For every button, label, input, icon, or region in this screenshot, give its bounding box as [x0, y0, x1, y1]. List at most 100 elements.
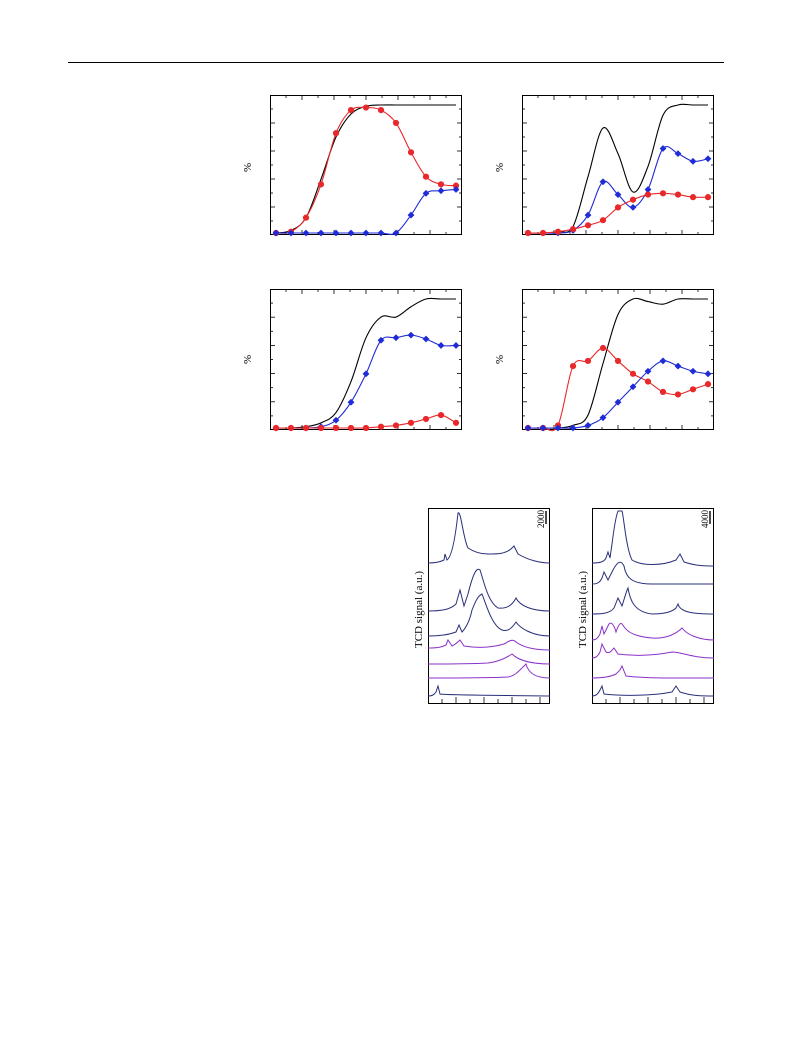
chart-4-blue-point-12: [704, 370, 712, 378]
chart-3-blue-point-7: [377, 336, 385, 344]
tcd-1-trace-6: [427, 663, 551, 679]
tcd-1-scale-label: 2000: [536, 510, 546, 528]
chart-4-red-point-12: [704, 381, 712, 388]
chart-3-blue-point-6: [362, 370, 370, 378]
tcd-2-trace-2: [591, 561, 714, 585]
chart-3-blue-point-5: [347, 398, 355, 406]
chart-1-frame: [270, 95, 462, 235]
chart-2-series-black-line: [527, 103, 708, 234]
chart-2-series-blue-line: [528, 145, 709, 234]
chart-2-blue-point-9: [659, 145, 667, 152]
chart-1-ticks: [270, 95, 462, 235]
tcd-1-trace-4: [427, 638, 551, 651]
chart-3-red-point-6: [362, 424, 370, 432]
chart-3-series-blue-line: [276, 334, 457, 429]
chart-4-ylabel: %: [494, 354, 506, 364]
tcd-1-trace-2: [427, 568, 551, 612]
tcd-2-trace-1: [591, 510, 715, 567]
chart-3-red-point-3: [317, 424, 325, 432]
tcd-1-trace-7: [427, 684, 551, 697]
chart-1-red-point-9: [407, 149, 415, 156]
chart-4-red-point-9: [659, 388, 667, 395]
chart-4-blue-point-1: [539, 424, 547, 432]
chart-3-red-point-0: [272, 424, 280, 432]
chart-1-series-black-line: [275, 104, 456, 234]
chart-4-blue-point-6: [614, 398, 622, 406]
chart-1-series-blue-line: [276, 188, 457, 235]
tcd-2-scale-label: 4000: [700, 510, 710, 528]
chart-1-blue-point-3: [317, 229, 325, 237]
chart-2-red-point-7: [629, 196, 637, 203]
chart-3-blue-point-10: [422, 335, 430, 343]
chart-4-red-point-3: [569, 362, 577, 370]
chart-3-blue-point-9: [407, 331, 415, 339]
chart-2-red-point-3: [569, 226, 577, 233]
chart-2-red-point-9: [659, 190, 667, 197]
chart-3-plot: [270, 289, 462, 432]
chart-3-red-point-7: [377, 423, 385, 430]
chart-1-red-point-2: [302, 214, 310, 221]
chart-1-red-point-4: [332, 130, 340, 137]
chart-2-blue-point-6: [614, 191, 622, 198]
chart-1-blue-point-10: [422, 189, 430, 197]
tcd-2-trace-3: [591, 586, 715, 615]
tcd-1-trace-1: [427, 512, 551, 564]
chart-3-red-point-11: [437, 412, 445, 419]
chart-1-blue-point-2: [302, 229, 310, 237]
chart-panel-1: [270, 95, 462, 237]
chart-1-red-point-12: [452, 182, 460, 189]
chart-4-blue-point-8: [644, 367, 652, 375]
chart-3-blue-point-8: [392, 334, 400, 342]
chart-2-blue-point-5: [599, 178, 607, 186]
chart-3-red-point-9: [407, 419, 415, 426]
chart-4-red-point-6: [614, 357, 622, 365]
chart-4-blue-point-9: [659, 357, 667, 365]
chart-4-red-point-7: [629, 370, 637, 377]
chart-4-blue-point-5: [599, 414, 607, 422]
chart-1-series-red-line: [275, 106, 457, 234]
chart-2-red-point-10: [674, 191, 682, 198]
chart-4-red-point-5: [599, 344, 607, 352]
chart-2-ylabel: %: [494, 162, 506, 172]
chart-2-red-point-1: [539, 229, 547, 237]
chart-1-blue-point-7: [377, 229, 385, 237]
chart-2-blue-point-10: [674, 150, 682, 158]
chart-2-series-red-line: [527, 192, 709, 234]
chart-1-blue-point-9: [407, 211, 415, 219]
chart-3-ylabel: %: [242, 354, 254, 364]
tcd-panel-1: [427, 508, 551, 704]
chart-4-blue-point-7: [629, 383, 637, 391]
chart-panel-4: [522, 289, 714, 432]
tcd-2-trace-7: [591, 684, 715, 697]
tcd-panel-2: [591, 508, 715, 704]
chart-1-plot: [270, 95, 462, 237]
tcd-2-plot: [591, 508, 715, 704]
chart-4-plot: [522, 289, 714, 432]
tcd-2-trace-5: [591, 642, 715, 659]
chart-2-red-point-4: [584, 222, 592, 229]
chart-3-series-black-line: [275, 297, 456, 429]
chart-2-red-point-6: [614, 204, 622, 211]
chart-3-red-point-10: [422, 415, 430, 423]
chart-4-red-point-10: [674, 391, 682, 398]
chart-3-red-point-2: [302, 424, 310, 432]
chart-1-ylabel: %: [242, 162, 254, 172]
chart-panel-2: [522, 95, 714, 237]
tcd-1-trace-5: [427, 653, 551, 665]
chart-4-blue-point-11: [689, 367, 697, 375]
chart-4-red-point-4: [584, 357, 592, 365]
chart-2-red-point-11: [689, 194, 697, 201]
chart-4-blue-point-2: [554, 424, 562, 432]
chart-1-blue-point-0: [272, 229, 280, 237]
chart-2-blue-point-11: [689, 157, 697, 165]
chart-4-red-point-11: [689, 386, 697, 393]
chart-2-red-point-5: [599, 217, 607, 224]
chart-1-red-point-6: [362, 104, 370, 111]
header-rule: [68, 62, 724, 63]
tcd-1-ylabel: TCD signal (a.u.): [413, 571, 425, 648]
chart-4-blue-point-0: [524, 424, 532, 432]
chart-2-blue-point-12: [704, 155, 712, 163]
chart-3-red-point-8: [392, 422, 400, 429]
tcd-2-ylabel: TCD signal (a.u.): [577, 571, 589, 648]
tcd-2-trace-6: [591, 664, 714, 679]
